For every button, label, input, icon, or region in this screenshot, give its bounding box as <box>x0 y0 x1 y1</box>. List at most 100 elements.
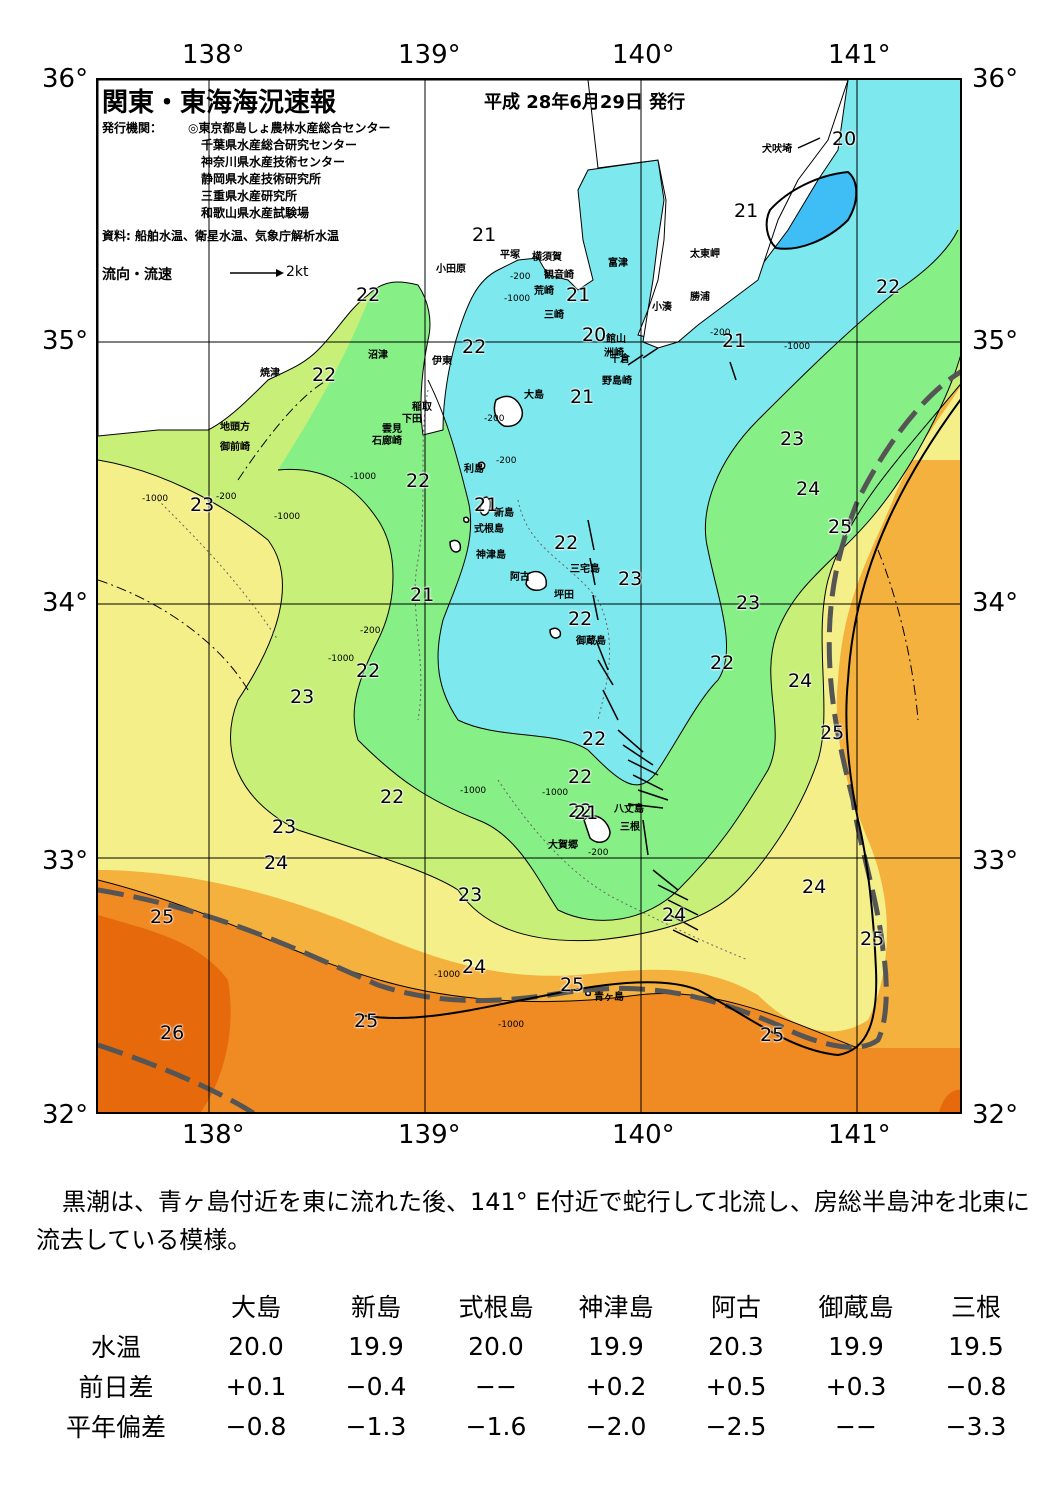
temp-label: 21 <box>734 200 759 222</box>
temp-label: 22 <box>554 532 579 554</box>
place-omaezaki: 御前崎 <box>220 442 250 453</box>
temp-label: 24 <box>802 876 827 898</box>
island-niijima <box>479 496 492 516</box>
temp-label: 21 <box>410 584 435 606</box>
column-oshima: 大島 <box>230 1293 281 1322</box>
depth-label: -1000 <box>784 342 811 352</box>
depth-label: -200 <box>710 328 731 338</box>
cell: −1.6 <box>465 1411 527 1441</box>
lat-label-35-right: 35° <box>972 326 1019 356</box>
depth-label: -200 <box>588 848 609 858</box>
kuroshio-axis-south <box>98 1042 257 1112</box>
place-tateyama: 館山 <box>606 334 626 345</box>
lon-label-139-top: 139° <box>398 40 461 70</box>
temp-label: 22 <box>312 364 337 386</box>
table-row: 平年偏差 −0.8 −1.3 −1.6 −2.0 −2.5 −− −3.3 <box>36 1406 1036 1446</box>
place-kominato: 小湊 <box>652 302 672 313</box>
temp-label: 23 <box>780 428 805 450</box>
issuer-wakayama: 和歌山県水産試験場 <box>201 206 310 220</box>
lon-label-138-bottom: 138° <box>182 1120 245 1150</box>
island-kozushima <box>449 539 462 553</box>
temp-label: 22 <box>582 728 607 750</box>
temp-label: 23 <box>458 884 483 906</box>
depth-label: -200 <box>510 272 531 282</box>
temp-label: 22 <box>356 284 381 306</box>
flow-legend-scale: 2kt <box>286 264 309 280</box>
cell: 19.9 <box>828 1331 884 1361</box>
cell: 19.5 <box>948 1331 1004 1361</box>
place-toshima: 利島 <box>464 464 484 475</box>
place-kumomi: 雲見 <box>382 424 402 435</box>
column-kozushima: 神津島 <box>578 1293 654 1322</box>
place-mitsune: 三根 <box>620 822 640 833</box>
temp-label: 25 <box>354 1010 379 1032</box>
depth-label: -1000 <box>142 494 169 504</box>
temp-label: 25 <box>760 1024 785 1046</box>
cell: +0.3 <box>825 1371 887 1401</box>
issuer-tokyo: ◎東京都島しょ農林水産総合センター <box>188 121 391 135</box>
temp-label: 21 <box>574 802 599 824</box>
issuer-kanagawa: 神奈川県水産技術センター <box>201 155 346 169</box>
depth-label: -200 <box>484 414 505 424</box>
lat-label-34-right: 34° <box>972 588 1019 618</box>
kuroshio-solid <box>357 398 960 1057</box>
column-mitsune: 三根 <box>950 1293 1001 1322</box>
lat-label-32-right: 32° <box>972 1100 1019 1130</box>
temp-label: 22 <box>568 608 593 630</box>
temp-label: 25 <box>820 722 845 744</box>
temp-label: 24 <box>796 478 821 500</box>
cell: +0.2 <box>585 1371 647 1401</box>
cell: −− <box>475 1371 517 1401</box>
temp-label: 23 <box>290 686 315 708</box>
map-canvas <box>98 80 960 1112</box>
temp-label: 22 <box>356 660 381 682</box>
issuer-chiba: 千葉県水産総合研究センター <box>201 138 358 152</box>
temp-label: 23 <box>272 816 297 838</box>
place-inatori: 稲取 <box>412 402 432 413</box>
cell: −1.3 <box>345 1411 407 1441</box>
islands <box>449 395 611 997</box>
temp-label: 25 <box>560 974 585 996</box>
issuers-label: 発行機関： <box>102 121 163 135</box>
cell: −3.3 <box>945 1411 1007 1441</box>
place-numazu: 沼津 <box>368 350 388 361</box>
sea-temperature-map: 関東・東海海況速報 平成 28年6月29日 発行 発行機関： ◎東京都島しょ農林… <box>96 78 962 1114</box>
temp-label: 20 <box>582 324 607 346</box>
table-header-row: 大島 新島 式根島 神津島 阿古 御蔵島 三根 <box>36 1286 1036 1326</box>
place-shikinejima: 式根島 <box>474 524 504 535</box>
zone-27 <box>98 915 231 1112</box>
place-mikurajima: 御蔵島 <box>576 636 606 647</box>
temp-label: 22 <box>710 652 735 674</box>
temp-label: 21 <box>474 494 499 516</box>
lat-label-33-left: 33° <box>42 846 89 876</box>
place-okago: 大賀郷 <box>548 840 578 851</box>
cell: 19.9 <box>588 1331 644 1361</box>
lon-label-141-top: 141° <box>828 40 891 70</box>
place-inubosaki: 犬吠埼 <box>762 144 792 155</box>
lat-label-36-right: 36° <box>972 64 1019 94</box>
place-yaizu: 焼津 <box>260 368 280 379</box>
cell: −0.8 <box>225 1411 287 1441</box>
lon-label-138-top: 138° <box>182 40 245 70</box>
place-shimoda: 下田 <box>402 414 422 425</box>
map-title: 関東・東海海況速報 <box>102 88 337 118</box>
column-shikinejima: 式根島 <box>458 1293 534 1322</box>
column-ako: 阿古 <box>710 1293 761 1322</box>
depth-label: -200 <box>360 626 381 636</box>
depth-label: -1000 <box>498 1020 525 1030</box>
cell: −2.5 <box>705 1411 767 1441</box>
island-shikinejima <box>463 516 470 523</box>
temp-label: 23 <box>618 568 643 590</box>
cell: 19.9 <box>348 1331 404 1361</box>
place-kozushima: 神津島 <box>476 550 506 561</box>
cell: +0.1 <box>225 1371 287 1401</box>
temp-label: 22 <box>406 470 431 492</box>
temp-label: 22 <box>462 336 487 358</box>
cell: −2.0 <box>585 1411 647 1441</box>
cell: −0.8 <box>945 1371 1007 1401</box>
temp-label: 25 <box>828 516 853 538</box>
issue-date: 平成 28年6月29日 発行 <box>484 92 686 113</box>
island-mikurajima <box>549 627 562 639</box>
place-misaki: 三崎 <box>544 310 564 321</box>
lon-label-141-bottom: 141° <box>828 1120 891 1150</box>
